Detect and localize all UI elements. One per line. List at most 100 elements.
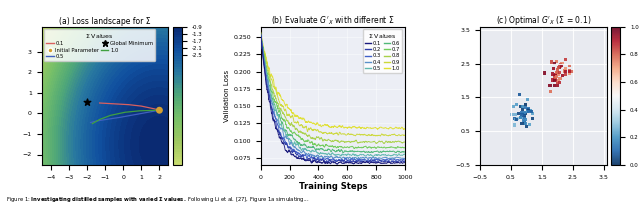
- Point: [540, 71, 550, 75]
- Point: [557, 62, 567, 65]
- Point: [520, 103, 531, 106]
- Point: [522, 110, 532, 114]
- Point: [564, 64, 575, 67]
- Point: [524, 109, 534, 112]
- Point: [516, 111, 526, 114]
- Point: [548, 67, 559, 70]
- Point: [549, 62, 559, 65]
- Point: [550, 76, 560, 80]
- Title: (b) Evaluate $G'_X$ with different Σ: (b) Evaluate $G'_X$ with different Σ: [271, 14, 395, 27]
- Point: [554, 73, 564, 76]
- X-axis label: Training Steps: Training Steps: [298, 182, 367, 191]
- Legend: 0.1, Initial Parameter, 0.5, Global Minimum, 1.0: 0.1, Initial Parameter, 0.5, Global Mini…: [44, 29, 156, 61]
- Title: (a) Loss landscape for Σ: (a) Loss landscape for Σ: [60, 17, 151, 26]
- Point: [82, 100, 92, 104]
- Point: [525, 109, 536, 112]
- Point: [515, 116, 525, 119]
- Point: [510, 118, 520, 121]
- Y-axis label: Validation Loss: Validation Loss: [225, 70, 230, 122]
- Point: [516, 122, 526, 125]
- Point: [552, 71, 562, 74]
- Point: [518, 112, 528, 115]
- Point: [515, 105, 525, 108]
- Point: [520, 122, 530, 125]
- Point: [508, 105, 518, 108]
- Point: [550, 74, 560, 77]
- Point: [545, 84, 555, 87]
- Point: [511, 103, 522, 107]
- Point: [523, 107, 533, 110]
- Point: [519, 114, 529, 117]
- Point: [523, 110, 533, 113]
- Point: [515, 93, 525, 96]
- Point: [557, 74, 568, 77]
- Point: [522, 108, 532, 111]
- Point: [550, 73, 561, 76]
- Point: [545, 90, 556, 93]
- Point: [507, 113, 517, 116]
- Point: [550, 78, 561, 81]
- Point: [511, 118, 522, 122]
- Point: [549, 84, 559, 88]
- Point: [560, 70, 570, 73]
- Point: [520, 111, 530, 115]
- Point: [517, 113, 527, 117]
- Point: [520, 118, 531, 121]
- Point: [567, 70, 577, 73]
- Point: [522, 125, 532, 128]
- Point: [559, 69, 570, 73]
- Point: [560, 58, 570, 62]
- Point: [518, 119, 528, 122]
- Legend: 0.1, 0.2, 0.3, 0.4, 0.5, 0.6, 0.7, 0.8, 0.9, 1.0: 0.1, 0.2, 0.3, 0.4, 0.5, 0.6, 0.7, 0.8, …: [363, 29, 403, 73]
- Point: [554, 79, 564, 83]
- Point: [546, 60, 556, 64]
- Point: [554, 64, 564, 67]
- Point: [552, 68, 563, 71]
- Point: [520, 120, 530, 123]
- Point: [520, 122, 531, 125]
- Point: [520, 106, 531, 109]
- Point: [561, 67, 571, 71]
- Point: [564, 69, 575, 73]
- Point: [552, 75, 562, 78]
- Point: [551, 60, 561, 63]
- Point: [509, 117, 519, 120]
- Point: [523, 108, 533, 112]
- Point: [513, 112, 524, 115]
- Point: [509, 123, 520, 127]
- Point: [527, 117, 538, 120]
- Point: [154, 109, 164, 112]
- Point: [520, 116, 530, 119]
- Point: [547, 78, 557, 82]
- Point: [554, 66, 564, 69]
- Point: [564, 70, 575, 74]
- Point: [516, 116, 526, 119]
- Point: [555, 76, 565, 80]
- Point: [554, 66, 564, 69]
- Point: [511, 113, 521, 116]
- Point: [548, 72, 558, 76]
- Point: [520, 112, 530, 116]
- Point: [552, 81, 563, 84]
- Point: [552, 84, 563, 88]
- Point: [517, 107, 527, 111]
- Point: [561, 73, 571, 76]
- Title: (c) Optimal $G'_X$ (Σ = 0.1): (c) Optimal $G'_X$ (Σ = 0.1): [495, 14, 591, 27]
- Text: Figure 1: $\mathbf{Investigating\ distilled\ samples\ with\ varied\ \Sigma\ valu: Figure 1: $\mathbf{Investigating\ distil…: [6, 195, 310, 204]
- Point: [550, 76, 561, 80]
- Point: [513, 117, 523, 120]
- Point: [522, 98, 532, 101]
- Point: [554, 81, 564, 84]
- Point: [526, 109, 536, 113]
- Point: [517, 105, 527, 108]
- Point: [554, 71, 564, 74]
- Point: [556, 65, 566, 68]
- Point: [564, 72, 575, 75]
- Point: [527, 112, 538, 115]
- Point: [556, 63, 566, 67]
- Point: [556, 64, 566, 67]
- Point: [549, 78, 559, 82]
- Point: [553, 71, 563, 74]
- Point: [520, 111, 530, 114]
- Point: [525, 123, 535, 126]
